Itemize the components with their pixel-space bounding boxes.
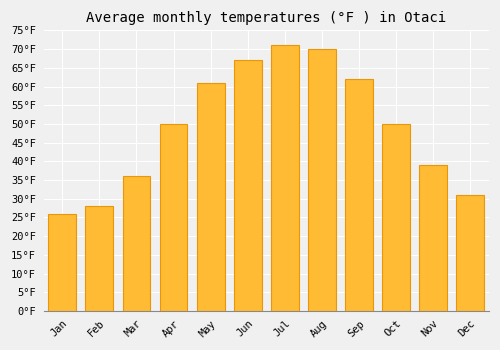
Bar (308, 49, 336, 311)
Bar (382, 124, 410, 311)
Bar (160, 124, 188, 311)
Bar (122, 176, 150, 311)
Bar (271, 46, 299, 311)
Bar (48, 214, 76, 311)
Bar (456, 195, 484, 311)
Bar (197, 83, 224, 311)
Bar (420, 165, 447, 311)
Bar (234, 60, 262, 311)
Title: Average monthly temperatures (°F ) in Otaci: Average monthly temperatures (°F ) in Ot… (86, 11, 446, 25)
Bar (345, 79, 373, 311)
Bar (86, 206, 114, 311)
